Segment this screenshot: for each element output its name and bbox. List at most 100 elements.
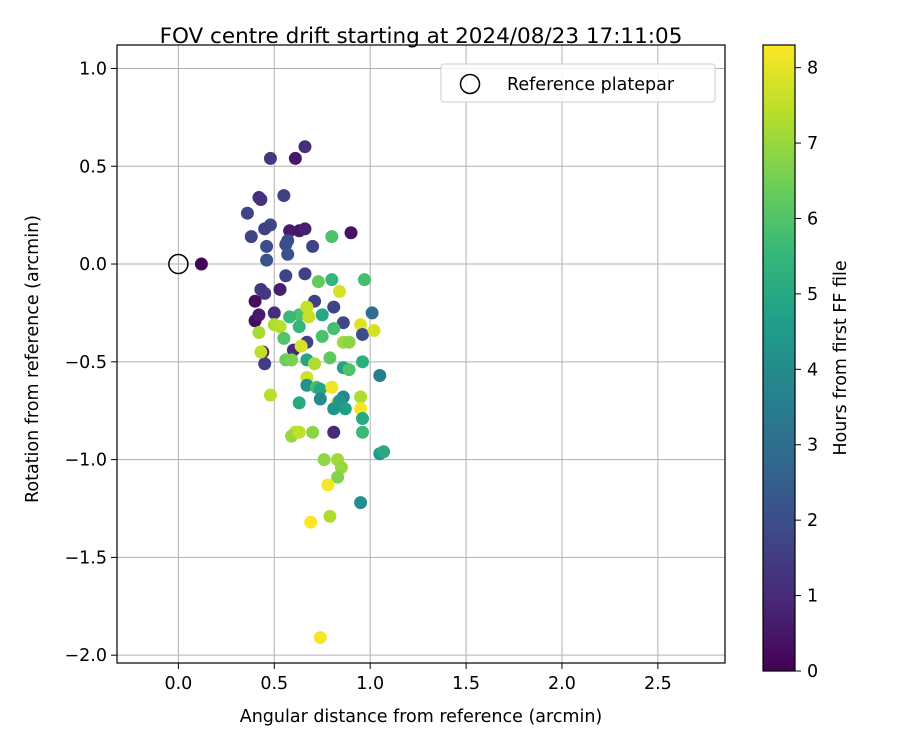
scatter-point xyxy=(267,306,281,320)
scatter-point xyxy=(342,335,356,349)
scatter-point xyxy=(356,327,370,341)
colorbar-label: Hours from first FF file xyxy=(831,260,851,455)
scatter-point xyxy=(315,329,329,343)
x-tick-label: 0.5 xyxy=(260,674,288,694)
scatter-point xyxy=(277,331,291,345)
scatter-point xyxy=(254,193,268,206)
scatter-point xyxy=(377,445,391,459)
colorbar-frame xyxy=(762,44,796,672)
colorbar-gradient xyxy=(763,45,795,671)
y-axis-label: Rotation from reference (arcmin) xyxy=(23,215,43,503)
scatter-point xyxy=(327,402,341,416)
scatter-point xyxy=(367,324,381,338)
scatter-point xyxy=(279,269,293,283)
y-tick-label: −1.5 xyxy=(65,548,108,568)
scatter-point xyxy=(357,273,371,287)
scatter-point xyxy=(334,460,348,474)
scatter-point xyxy=(302,310,316,324)
x-axis-ticks: 0.0 0.5 1.0 1.5 2.0 2.5 xyxy=(164,663,672,694)
scatter-point xyxy=(332,284,346,298)
scatter-point xyxy=(356,355,370,369)
y-tick-label: 0.0 xyxy=(79,255,107,275)
scatter-point xyxy=(313,382,327,396)
scatter-point xyxy=(365,306,379,320)
scatter-point xyxy=(327,322,341,336)
scatter-point xyxy=(336,316,350,330)
scatter-point xyxy=(306,425,320,439)
scatter-point xyxy=(281,247,295,261)
grid-lines xyxy=(117,45,725,663)
legend: Reference platepar xyxy=(440,63,716,103)
scatter-point xyxy=(263,151,277,165)
x-tick-label: 1.0 xyxy=(356,674,384,694)
colorbar-tick-label: 7 xyxy=(807,134,818,154)
scatter-point xyxy=(252,325,266,339)
scatter-point xyxy=(313,392,327,406)
scatter-point xyxy=(273,282,287,296)
scatter-point xyxy=(325,273,339,287)
x-tick-label: 2.0 xyxy=(548,674,576,694)
scatter-point xyxy=(258,286,272,300)
colorbar-ticks: 0 1 2 3 4 5 6 7 8 xyxy=(795,59,818,682)
scatter-point xyxy=(263,388,277,402)
y-tick-label: −1.0 xyxy=(65,451,108,471)
scatter-point xyxy=(283,310,297,324)
scatter-point xyxy=(325,230,339,244)
scatter-point xyxy=(308,357,322,371)
colorbar-tick-label: 6 xyxy=(807,209,818,229)
legend-box xyxy=(440,63,716,103)
y-tick-label: 0.5 xyxy=(79,157,107,177)
scatter-point xyxy=(354,390,368,404)
scatter-point xyxy=(356,412,370,426)
scatter-point xyxy=(298,267,312,281)
scatter-point xyxy=(298,140,312,154)
scatter-point xyxy=(311,275,325,289)
colorbar: 0 1 2 3 4 5 6 7 8 Hours from first FF file xyxy=(762,44,851,682)
scatter-point xyxy=(292,425,306,439)
scatter-point xyxy=(304,515,318,529)
scatter-point xyxy=(194,257,208,271)
x-tick-label: 2.5 xyxy=(644,674,672,694)
scatter-point xyxy=(373,369,387,383)
scatter-point xyxy=(277,189,291,203)
scatter-point xyxy=(300,300,314,314)
scatter-point xyxy=(258,222,272,236)
scatter-point xyxy=(258,357,272,371)
scatter-point xyxy=(292,320,306,334)
scatter-point xyxy=(325,380,339,394)
y-tick-label: −2.0 xyxy=(65,646,108,666)
scatter-point xyxy=(327,425,341,439)
reference-platepar-marker xyxy=(168,253,189,275)
x-tick-label: 1.5 xyxy=(452,674,480,694)
scatter-point xyxy=(294,339,308,353)
scatter-point xyxy=(354,402,368,416)
y-tick-label: −0.5 xyxy=(65,353,108,373)
scatter-point xyxy=(354,318,368,332)
x-axis-label: Angular distance from reference (arcmin) xyxy=(240,707,603,727)
colorbar-tick-label: 5 xyxy=(807,285,818,305)
scatter-point xyxy=(327,300,341,314)
scatter-point xyxy=(240,206,254,220)
scatter-point xyxy=(313,631,327,645)
scatter-point xyxy=(342,363,356,377)
scatter-point xyxy=(323,509,337,523)
x-tick-label: 0.0 xyxy=(164,674,192,694)
scatter-point xyxy=(315,308,329,322)
scatter-point xyxy=(273,320,287,334)
scatter-point xyxy=(283,224,297,238)
scatter-point xyxy=(354,496,368,510)
scatter-point xyxy=(356,425,370,439)
colorbar-tick-label: 2 xyxy=(807,511,818,531)
scatter-points xyxy=(194,140,391,645)
legend-marker-icon xyxy=(459,73,481,95)
legend-entry-reference: Reference platepar xyxy=(507,75,675,95)
scatter-point xyxy=(298,222,312,236)
scatter-point xyxy=(260,253,274,267)
scatter-point xyxy=(321,478,335,492)
colorbar-tick-label: 4 xyxy=(807,360,818,380)
colorbar-tick-label: 0 xyxy=(807,662,818,682)
colorbar-tick-label: 8 xyxy=(807,59,818,79)
scatter-point xyxy=(292,396,306,410)
scatter-point xyxy=(344,226,358,240)
